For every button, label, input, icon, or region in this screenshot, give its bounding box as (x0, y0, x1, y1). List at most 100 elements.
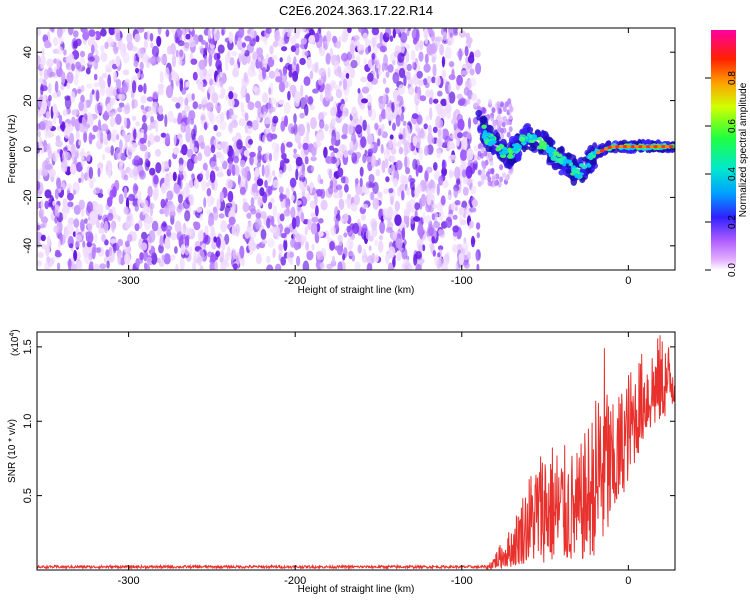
noise-speck (289, 251, 295, 258)
noise-speck (269, 45, 274, 55)
noise-speck (371, 53, 376, 60)
snr-series (37, 335, 675, 570)
noise-speck (216, 105, 221, 113)
noise-speck (228, 31, 234, 44)
noise-speck (112, 63, 118, 70)
noise-speck (118, 93, 126, 101)
noise-speck (405, 51, 410, 63)
noise-speck (151, 45, 160, 57)
signal-peak (653, 145, 659, 149)
noise-speck (385, 28, 392, 38)
noise-speck (318, 231, 324, 238)
noise-speck (41, 208, 45, 215)
noise-speck (431, 236, 436, 244)
noise-speck (290, 194, 295, 202)
noise-speck (210, 144, 216, 154)
noise-speck (412, 158, 418, 170)
noise-speck (501, 121, 506, 128)
noise-speck (161, 161, 166, 174)
noise-speck (284, 227, 290, 235)
spectrogram-y-tick-label: -20 (22, 189, 34, 205)
noise-speck (318, 67, 326, 77)
noise-speck (78, 101, 84, 112)
noise-speck (106, 103, 111, 113)
noise-speck (309, 182, 315, 189)
noise-speck (150, 116, 155, 123)
noise-speck (489, 160, 494, 166)
noise-speck (172, 117, 178, 124)
noise-speck (112, 89, 117, 97)
noise-speck (464, 45, 469, 57)
noise-speck (452, 111, 457, 123)
noise-speck (403, 75, 407, 87)
noise-speck (395, 160, 403, 171)
noise-speck (278, 81, 286, 93)
noise-speck (337, 167, 344, 178)
noise-speck (261, 164, 265, 177)
noise-speck (345, 176, 349, 185)
noise-speck (104, 146, 111, 154)
noise-speck (238, 118, 246, 127)
noise-speck (361, 98, 368, 104)
noise-speck (159, 71, 164, 84)
noise-speck (139, 61, 144, 71)
noise-speck (166, 190, 173, 201)
noise-speck (410, 49, 416, 61)
noise-speck (108, 28, 116, 36)
noise-speck (381, 123, 385, 130)
noise-speck (58, 36, 64, 45)
noise-speck (87, 37, 95, 47)
noise-speck (347, 124, 354, 136)
noise-speck (393, 177, 398, 188)
noise-speck (413, 188, 420, 197)
noise-speck (46, 42, 52, 48)
noise-speck (349, 43, 355, 55)
noise-speck (296, 203, 301, 212)
noise-speck (156, 35, 162, 47)
noise-speck (218, 213, 225, 219)
noise-speck (184, 28, 188, 33)
noise-speck (123, 105, 130, 115)
noise-speck (207, 194, 213, 207)
noise-speck (360, 136, 367, 148)
noise-speck (384, 106, 392, 120)
noise-speck (401, 227, 406, 241)
noise-speck (89, 92, 93, 104)
signal-core (481, 124, 487, 129)
noise-speck (117, 37, 123, 50)
signal-core (558, 160, 564, 165)
noise-speck (83, 218, 89, 224)
noise-speck (285, 187, 290, 199)
noise-speck (132, 142, 138, 149)
noise-speck (37, 28, 41, 36)
noise-speck (289, 256, 294, 265)
noise-speck (369, 143, 374, 149)
noise-speck (405, 167, 411, 175)
noise-speck (353, 194, 360, 206)
noise-speck (466, 251, 471, 261)
noise-speck (193, 221, 201, 231)
noise-speck (392, 28, 396, 39)
noise-speck (449, 32, 453, 38)
noise-speck (438, 175, 443, 186)
noise-speck (213, 124, 218, 132)
noise-speck (408, 86, 415, 96)
signal-core (588, 155, 594, 161)
noise-speck (498, 119, 503, 126)
colorbar-tick-label: 0.4 (727, 167, 738, 181)
noise-speck (60, 183, 66, 191)
signal-speck (569, 175, 576, 181)
noise-speck (71, 109, 79, 116)
noise-speck (340, 52, 349, 62)
noise-speck (75, 149, 79, 159)
noise-speck (446, 109, 451, 120)
noise-speck (396, 95, 402, 102)
noise-speck (93, 82, 100, 88)
noise-speck (104, 41, 109, 50)
noise-speck (352, 113, 358, 124)
noise-speck (468, 77, 477, 87)
noise-speck (424, 82, 430, 89)
noise-speck (173, 184, 181, 194)
noise-speck (403, 208, 411, 217)
